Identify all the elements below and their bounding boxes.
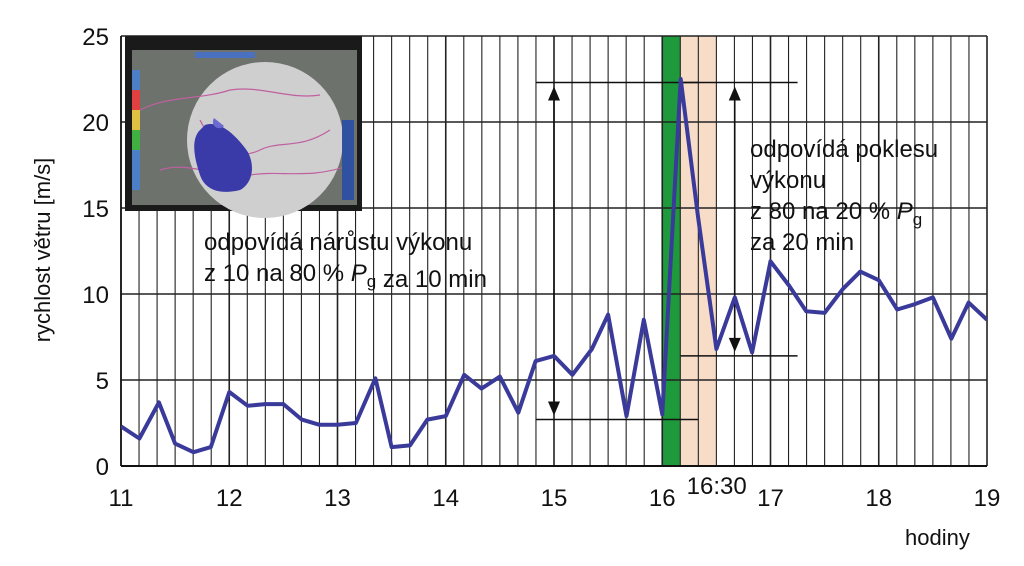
annotation-line: odpovídá nárůstu výkonu [204,229,472,256]
arrow-up-head [548,86,560,101]
arrow-down-head [728,337,741,352]
reference-lines [535,81,798,421]
arrow-down-head [548,401,560,416]
annotation-line: z 10 na 80 % Pg za 10 min [204,260,487,293]
annotation-line: za 20 min [750,229,854,256]
arrow-up-head [728,86,741,101]
annotation-line: odpovídá poklesu [750,136,938,163]
x-tick-label: 14 [432,485,459,512]
y-tick-label: 5 [96,368,109,395]
x-axis-title: hodiny [905,525,970,550]
wind-speed-series [121,77,987,455]
series-line [121,77,987,455]
x-tick-label: 17 [757,485,784,512]
x-tick-label: 13 [324,485,351,512]
band-time-label: 16:30 [687,473,747,500]
y-tick-label: 10 [82,282,109,309]
annotation-line: výkonu [750,167,826,194]
y-tick-label: 0 [96,454,109,481]
y-tick-label: 15 [82,196,109,223]
tick-labels: 11 12 13 14 15 16 17 18 19 0 5 10 15 20 25 [82,24,1000,512]
x-tick-label: 11 [109,485,134,512]
x-tick-label: 15 [541,485,568,512]
radar-inset-image [125,36,362,218]
y-tick-label: 25 [82,24,109,51]
x-tick-label: 18 [865,485,892,512]
x-tick-label: 19 [974,485,1001,512]
x-tick-label: 16 [649,485,676,512]
annotation-line: z 80 na 20 % Pg [750,198,922,229]
y-axis-title: rychlost větru [m/s] [30,158,55,343]
y-tick-label: 20 [82,110,109,137]
annotations: odpovídá nárůstu výkonu z 10 na 80 % Pg z… [204,136,938,293]
x-tick-label: 12 [216,485,243,512]
